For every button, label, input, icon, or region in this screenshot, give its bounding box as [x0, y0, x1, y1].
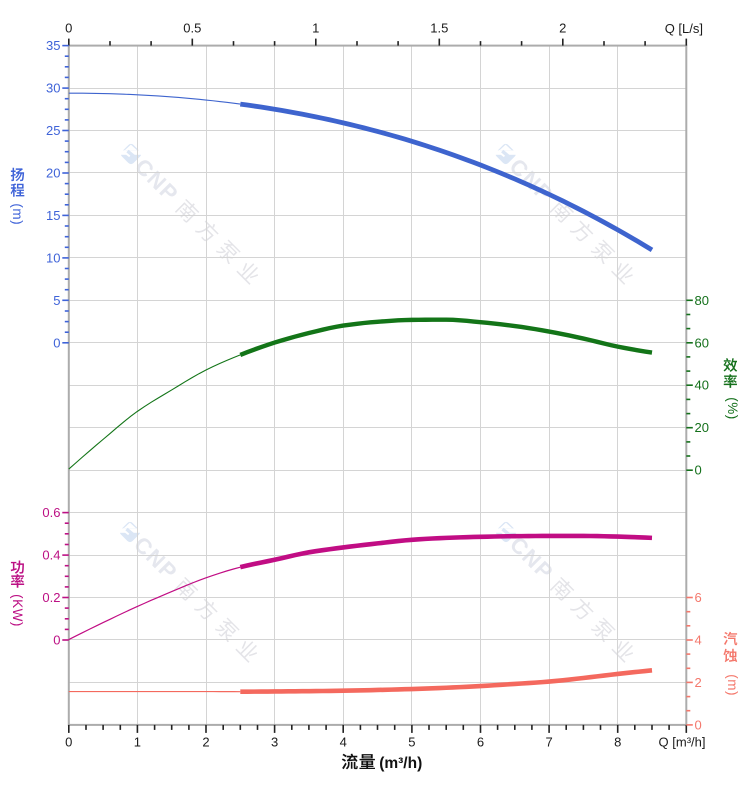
svg-text:0: 0 — [53, 633, 60, 648]
svg-text:4: 4 — [340, 735, 347, 750]
svg-text:30: 30 — [46, 81, 60, 96]
svg-text:0.5: 0.5 — [183, 21, 201, 36]
svg-text:2: 2 — [695, 675, 702, 690]
svg-text:0: 0 — [53, 335, 60, 350]
svg-text:20: 20 — [695, 420, 709, 435]
svg-text:0.2: 0.2 — [42, 590, 60, 605]
svg-text:0.6: 0.6 — [42, 505, 60, 520]
svg-text:5: 5 — [408, 735, 415, 750]
svg-text:(%): (%) — [725, 397, 740, 420]
svg-text:0: 0 — [65, 735, 72, 750]
svg-text:3: 3 — [271, 735, 278, 750]
svg-text:2: 2 — [202, 735, 209, 750]
svg-text:4: 4 — [695, 633, 702, 648]
svg-text:6: 6 — [695, 590, 702, 605]
svg-text:20: 20 — [46, 166, 60, 181]
svg-text:6: 6 — [477, 735, 484, 750]
svg-text:80: 80 — [695, 293, 709, 308]
svg-text:1: 1 — [312, 21, 319, 36]
svg-text:10: 10 — [46, 250, 60, 265]
svg-text:5: 5 — [53, 293, 60, 308]
svg-text:35: 35 — [46, 38, 60, 53]
svg-text:Q [m³/h]: Q [m³/h] — [659, 735, 706, 750]
svg-text:(m³/h): (m³/h) — [379, 755, 422, 772]
svg-text:0.4: 0.4 — [42, 548, 60, 563]
svg-text:0: 0 — [65, 21, 72, 36]
svg-text:(m): (m) — [10, 203, 25, 225]
svg-text:(KW): (KW) — [10, 594, 25, 627]
svg-text:40: 40 — [695, 378, 709, 393]
svg-text:7: 7 — [545, 735, 552, 750]
svg-text:Q [L/s]: Q [L/s] — [665, 21, 703, 36]
svg-text:60: 60 — [695, 335, 709, 350]
svg-text:(m): (m) — [725, 674, 740, 696]
svg-text:0: 0 — [695, 717, 702, 732]
svg-text:8: 8 — [614, 735, 621, 750]
svg-text:0: 0 — [695, 463, 702, 478]
svg-text:1: 1 — [134, 735, 141, 750]
svg-text:15: 15 — [46, 208, 60, 223]
svg-text:25: 25 — [46, 123, 60, 138]
svg-text:1.5: 1.5 — [430, 21, 448, 36]
svg-text:2: 2 — [559, 21, 566, 36]
